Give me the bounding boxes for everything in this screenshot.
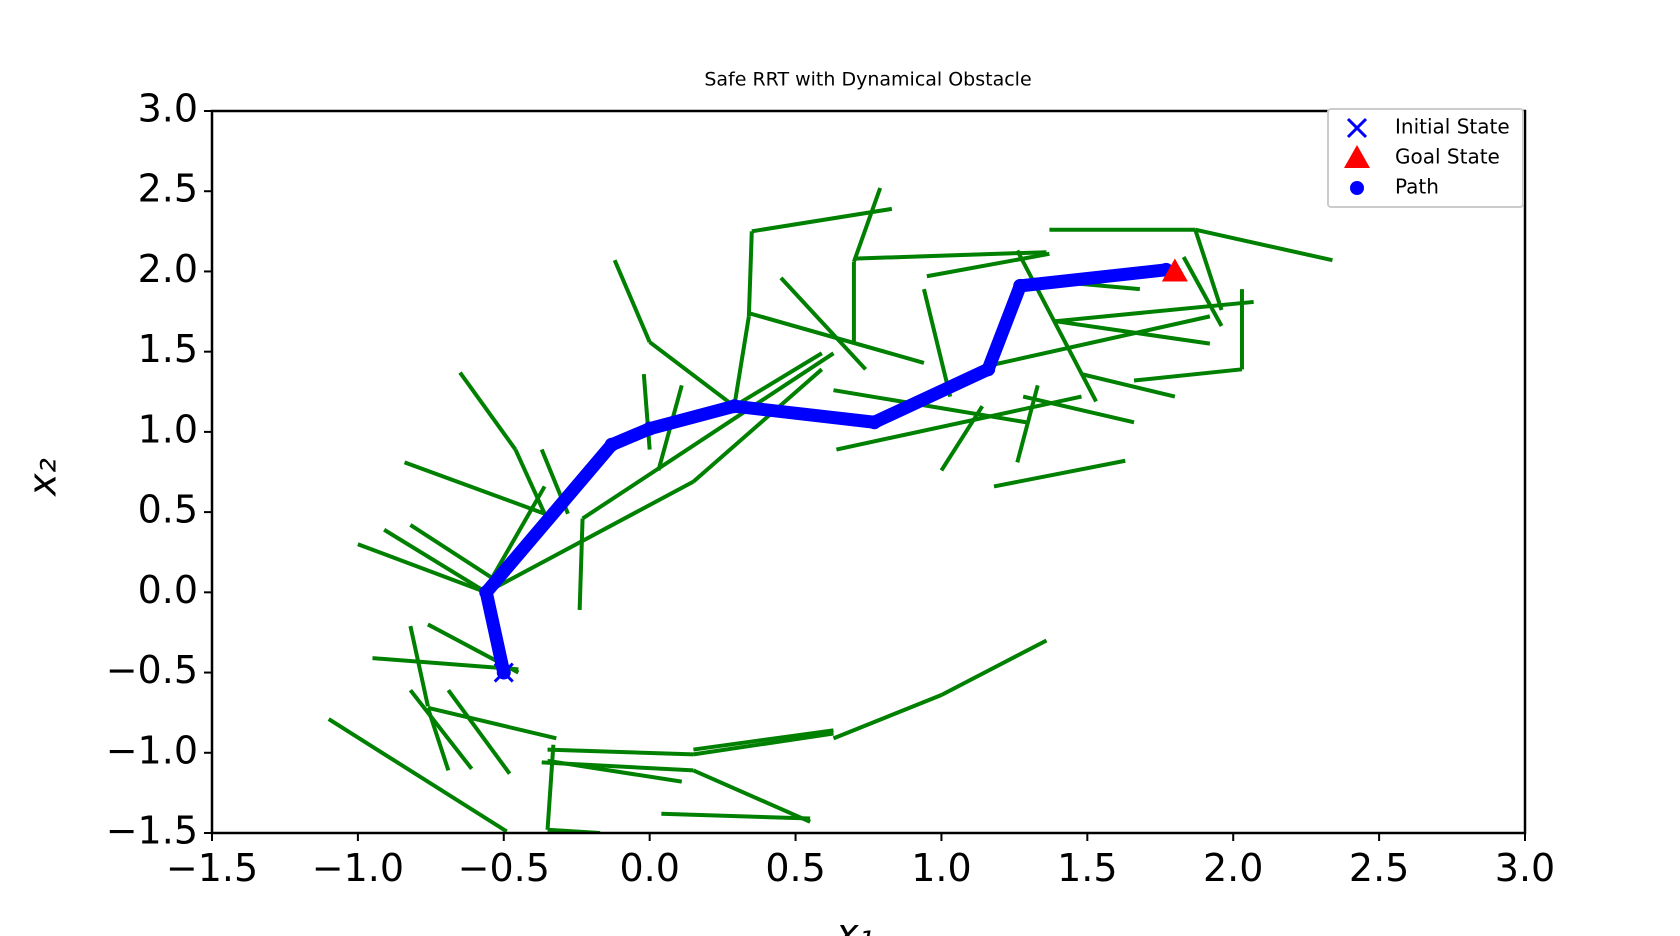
tree-edge [581,351,835,521]
tree-edge [408,688,474,771]
tree-edge [1022,394,1135,425]
tree-edge [832,693,943,741]
chart-title: Safe RRT with Dynamical Obstacle [704,69,1031,91]
x-tick-label: −0.5 [458,846,550,890]
path-point [981,362,996,377]
tree-edge [693,728,834,752]
tree-edge [427,705,557,741]
x-marker [1346,117,1368,139]
tree-edge [751,206,893,234]
y-tick-label: −0.5 [106,648,198,692]
x-marker-stroke [493,662,514,683]
y-tick-label: 1.0 [138,407,198,451]
tree-edge [577,518,585,611]
tree-edge [408,625,430,707]
tree-edge [545,744,556,830]
x-marker [493,662,514,683]
tree-edge [409,523,494,580]
x-tick-label: −1.0 [312,846,404,890]
y-tick-label: 2.5 [138,167,198,211]
y-tick-label: −1.0 [106,728,198,772]
tree-edge [648,340,736,408]
tree-edge [835,394,1082,452]
y-tick-label: 3.0 [138,87,198,131]
x-tick-label: 0.5 [765,846,825,890]
tree-edge [852,187,883,263]
y-axis-label: x₂ [21,458,65,497]
tree-edge [993,314,1211,367]
tree-edge [485,479,695,595]
tree-edge [458,371,518,451]
tree-edge [1081,372,1176,399]
tree-edge [513,448,547,515]
y-tick-label: 0.0 [138,568,198,612]
x-tick-label: 2.0 [1203,846,1263,890]
path-point [642,421,657,436]
tree-edge [661,811,811,821]
tree-edge [1054,319,1211,346]
tree-edge [833,388,1027,425]
tree-edge [357,542,487,595]
tree-edge [939,405,984,472]
x-tick-label: −1.5 [166,846,258,890]
tree-edge [921,288,953,398]
tree-edge [490,485,547,579]
tree-edge [1055,299,1254,324]
y-tick-label: 2.0 [138,247,198,291]
y-tick-label: 0.5 [138,488,198,532]
x-tick-label: 3.0 [1495,846,1555,890]
path-point [604,437,619,452]
legend-box [1327,108,1524,208]
legend: Initial State Goal State Path [1327,108,1524,208]
tree-edge [383,528,488,595]
triangle-marker [1161,258,1188,282]
tree-edge [547,747,694,757]
tree-edge [853,250,1047,261]
tree-edge [732,316,751,407]
x-tick-label: 1.0 [911,846,971,890]
axes-frame [210,109,1527,835]
tree-edge [693,731,834,757]
x-tick-label: 1.5 [1057,846,1117,890]
tree-edge [612,259,652,343]
tree-edge [641,373,652,450]
path-point [867,415,882,430]
path-point [727,399,742,414]
plot-area [327,187,1333,833]
tree-edge [926,251,1050,279]
tree-edge [993,458,1126,489]
tree-edge [1133,367,1243,383]
tree-edge [446,689,512,775]
tree-edge [327,717,508,833]
tree-edge [372,656,519,672]
tree-edge [1193,229,1224,311]
triangle-marker [1344,145,1370,168]
tree-edge [733,351,823,408]
tree-edge [403,460,546,516]
tree-edge [1181,256,1224,327]
path-point [479,585,494,600]
x-marker-stroke [1346,117,1368,139]
tree-edge [940,638,1048,697]
y-tick-label: 1.5 [138,327,198,371]
tree-edge [779,276,868,371]
x-tick-label: 2.5 [1349,846,1409,890]
tree-edge [541,760,694,773]
dot-marker [1350,181,1364,195]
x-axis-label: x₁ [835,911,874,936]
tree-edge [1194,227,1333,263]
tree-edge [692,367,824,484]
tree-edge [1015,384,1040,463]
path-point [1013,278,1028,293]
legend-label: Goal State [1395,145,1500,169]
x-tick-label: 0.0 [619,846,679,890]
y-tick-label: −1.5 [106,809,198,853]
legend-label: Path [1395,175,1439,199]
tree-edge [746,231,754,317]
tree-edge [692,768,811,824]
legend-label: Initial State [1395,115,1510,139]
